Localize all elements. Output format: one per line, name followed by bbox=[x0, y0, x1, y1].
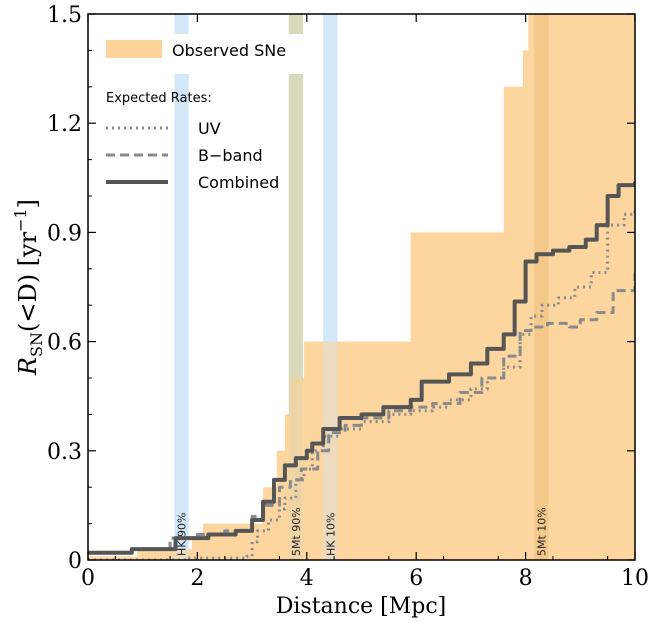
legend: Observed SNe Expected Rates: UV B−band C… bbox=[104, 34, 314, 192]
y-tick-label: 0.6 bbox=[47, 331, 82, 356]
y-tick-label: 0 bbox=[68, 549, 82, 574]
detector-band-overlay bbox=[288, 14, 303, 560]
y-tick-label: 1.5 bbox=[47, 3, 82, 28]
detector-band-overlay bbox=[174, 14, 189, 560]
detector-band-overlay bbox=[534, 14, 549, 560]
observed-sne-histogram bbox=[88, 14, 635, 560]
legend-combined-label: Combined bbox=[198, 173, 279, 192]
legend-subheader: Expected Rates: bbox=[106, 91, 212, 106]
legend-observed-swatch bbox=[106, 40, 162, 58]
y-tick-label: 0.3 bbox=[47, 440, 82, 465]
x-tick-label: 6 bbox=[409, 566, 423, 591]
x-tick-label: 10 bbox=[621, 566, 649, 591]
axis-ticks: 0 2 4 6 8 10 0 0.3 0.6 0.9 1.2 1.5 bbox=[47, 3, 649, 591]
detector-band-label: HK 90% bbox=[176, 513, 189, 556]
y-tick-label: 1.2 bbox=[47, 112, 82, 137]
x-tick-label: 4 bbox=[300, 566, 314, 591]
x-tick-label: 8 bbox=[519, 566, 533, 591]
y-axis-label-close: ] bbox=[14, 199, 42, 208]
detector-band-label: HK 10% bbox=[324, 513, 337, 556]
x-tick-label: 0 bbox=[81, 566, 95, 591]
plot-frame bbox=[87, 13, 636, 561]
y-axis-label-text: (<D) [yr bbox=[14, 231, 42, 332]
legend-observed-label: Observed SNe bbox=[172, 41, 286, 60]
detector-band-overlay: HK 90% 5Mt 90% HK 10% 5Mt 10% bbox=[174, 14, 549, 560]
x-axis-label: Distance [Mpc] bbox=[276, 594, 447, 619]
legend-bband-label: B−band bbox=[198, 146, 263, 165]
legend-uv-label: UV bbox=[198, 119, 221, 138]
y-axis-label-symbol: R bbox=[14, 357, 42, 376]
detector-band-overlay bbox=[323, 14, 338, 560]
series-line-dotted bbox=[88, 206, 635, 560]
detector-band-label: 5Mt 10% bbox=[535, 507, 548, 556]
x-tick-label: 2 bbox=[190, 566, 204, 591]
y-axis-label-subscript: SN bbox=[27, 332, 46, 357]
expected-rate-series bbox=[88, 181, 635, 560]
detector-band-label: 5Mt 90% bbox=[290, 507, 303, 556]
y-tick-label: 0.9 bbox=[47, 221, 82, 246]
y-axis-label-exponent: −1 bbox=[11, 208, 30, 232]
series-line-solid bbox=[88, 181, 635, 555]
detector-band bbox=[174, 14, 189, 560]
y-axis-label: RSN(<D) [yr−1] bbox=[11, 199, 46, 376]
